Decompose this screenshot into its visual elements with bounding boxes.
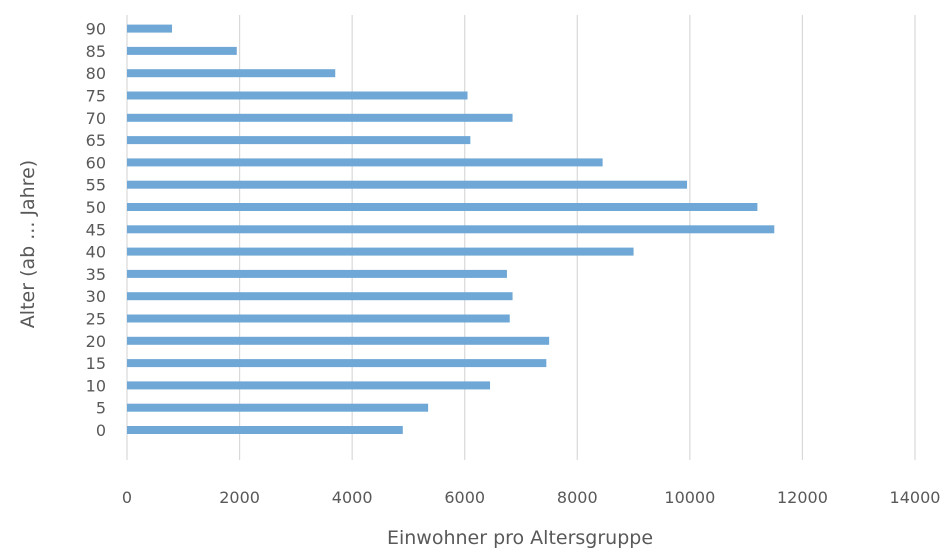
- bar-25: [127, 314, 510, 323]
- bar-75: [127, 91, 468, 100]
- y-tick-label: 65: [86, 131, 106, 150]
- x-axis-label: Einwohner pro Altersgruppe: [387, 527, 653, 549]
- x-tick-label: 0: [122, 488, 132, 507]
- bar-50: [127, 203, 758, 211]
- y-tick-label: 70: [86, 109, 106, 128]
- y-tick-label: 35: [86, 265, 106, 284]
- y-tick-label: 80: [86, 64, 106, 83]
- y-tick-label: 0: [96, 421, 106, 440]
- x-tick-label: 6000: [444, 488, 485, 507]
- bar-80: [127, 69, 336, 78]
- x-tick-labels: 0 2000 4000 6000 8000 10000 12000 14000: [122, 488, 941, 507]
- y-tick-label: 55: [86, 176, 106, 195]
- bar-85: [127, 46, 237, 55]
- y-tick-label: 45: [86, 220, 106, 239]
- bar-55: [127, 180, 688, 189]
- y-axis-label: Alter (ab ... Jahre): [17, 160, 39, 328]
- y-tick-label: 50: [86, 198, 106, 217]
- y-tick-label: 15: [86, 354, 106, 373]
- y-tick-label: 40: [86, 243, 106, 262]
- bar-90: [127, 24, 173, 33]
- y-tick-labels: 0 5 10 15 20 25 30 35 40 45 50 55 60 65 70 75 80 85 90: [86, 20, 106, 440]
- bars: [127, 24, 775, 434]
- bar-30: [127, 292, 513, 301]
- y-tick-label: 75: [86, 87, 106, 106]
- bar-15: [127, 359, 547, 368]
- y-tick-label: 30: [86, 287, 106, 306]
- x-tick-label: 8000: [557, 488, 598, 507]
- bar-40: [127, 247, 634, 256]
- y-tick-label: 85: [86, 42, 106, 61]
- x-tick-label: 10000: [664, 488, 715, 507]
- x-tick-label: 14000: [890, 488, 941, 507]
- bar-10: [127, 381, 491, 390]
- y-tick-label: 10: [86, 376, 106, 395]
- y-tick-label: 20: [86, 332, 106, 351]
- y-tick-label: 90: [86, 20, 106, 39]
- bar-35: [127, 269, 507, 278]
- bar-0: [127, 426, 403, 434]
- bar-60: [127, 158, 603, 167]
- bar-20: [127, 336, 550, 345]
- y-tick-label: 60: [86, 153, 106, 172]
- bar-45: [127, 225, 775, 234]
- y-tick-label: 25: [86, 310, 106, 329]
- bar-65: [127, 136, 471, 145]
- gridlines: [126, 15, 916, 460]
- x-tick-label: 2000: [219, 488, 260, 507]
- x-tick-label: 12000: [777, 488, 828, 507]
- bar-5: [127, 403, 429, 412]
- x-tick-label: 4000: [332, 488, 373, 507]
- bar-70: [127, 113, 513, 122]
- y-tick-label: 5: [96, 399, 106, 418]
